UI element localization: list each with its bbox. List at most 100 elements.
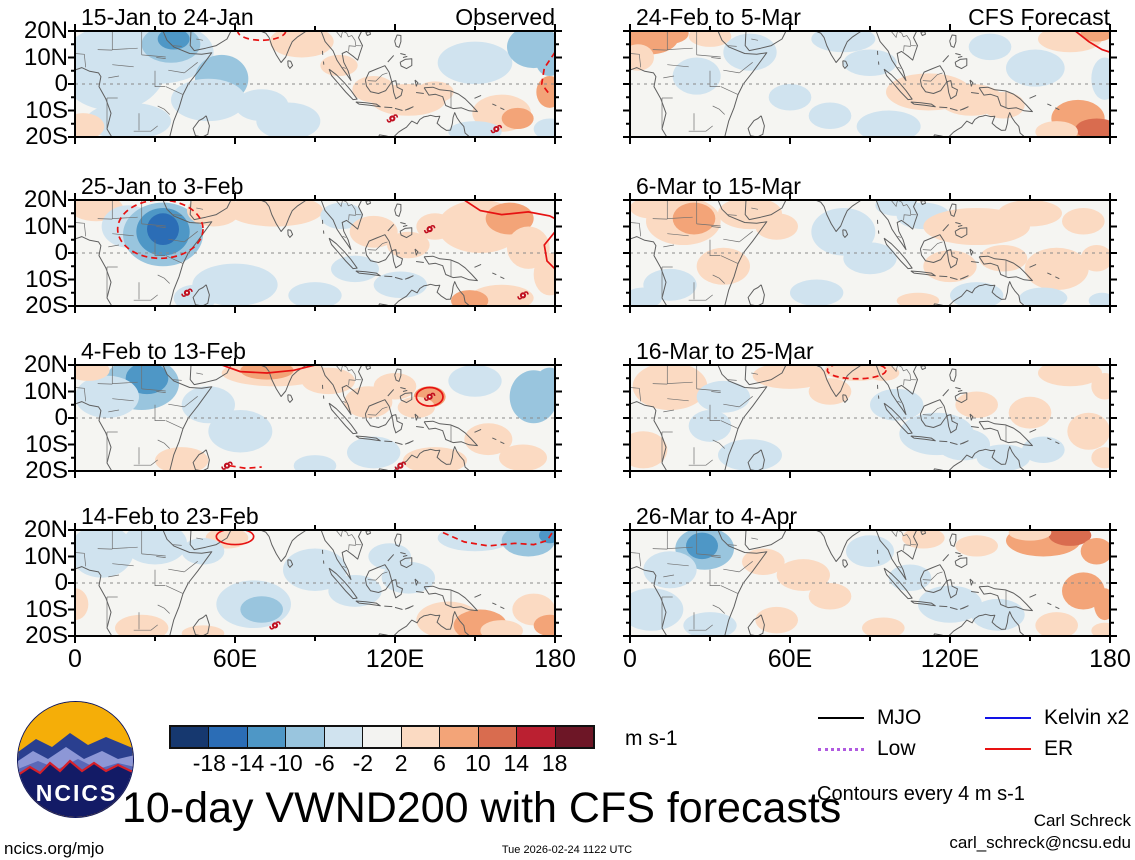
colorbar-cell: [324, 727, 364, 747]
cyclone-icon: [181, 288, 193, 297]
legend-line-swatch: [818, 747, 864, 751]
author-email: carl_schreck@ncsu.edu: [949, 833, 1131, 852]
cyclone-icon: [386, 114, 399, 123]
y-axis-label: 10N: [23, 212, 68, 240]
y-axis-label: 20S: [25, 292, 68, 319]
colorbar-tick-label: 10: [465, 750, 491, 776]
colorbar-cell: [363, 727, 402, 747]
panel-title: 4-Feb to 13-Feb: [81, 338, 246, 364]
site-url: ncics.org/mjo: [4, 839, 105, 858]
y-axis-label: 0: [54, 569, 68, 596]
colorbar: [169, 725, 595, 749]
y-axis-label: 10N: [23, 542, 68, 570]
x-axis-label: 120E: [365, 645, 425, 673]
y-axis-label: 20N: [23, 516, 68, 543]
cyclone-icon: [423, 224, 436, 234]
map-canvas: [623, 523, 1117, 643]
colorbar-tick-label: 6: [433, 750, 446, 776]
colorbar-tick-label: -10: [269, 750, 303, 776]
map-canvas: [68, 523, 562, 643]
author-name: Carl Schreck: [1033, 811, 1131, 830]
y-axis-label: 0: [54, 70, 68, 97]
y-axis-label: 20N: [23, 351, 68, 378]
x-axis-label: 60E: [767, 645, 813, 673]
colorbar-cell: [517, 727, 556, 747]
y-axis-label: 20S: [25, 622, 68, 649]
y-axis-label: 20S: [25, 123, 68, 150]
colorbar-cell: [171, 727, 210, 747]
panel-title: 14-Feb to 23-Feb: [81, 503, 259, 529]
x-axis-label: 180: [1089, 645, 1131, 673]
colorbar-cell: [440, 727, 479, 747]
ncics-logo-text: NCICS: [36, 780, 118, 806]
colorbar-cell: [401, 727, 441, 747]
panel-title: 16-Mar to 25-Mar: [636, 338, 814, 364]
legend-item-er: ER: [985, 737, 1073, 761]
panel-title: 24-Feb to 5-Mar: [636, 4, 801, 30]
x-axis-label: 180: [534, 645, 576, 673]
colorbar-cell: [209, 727, 248, 747]
legend-item-kelvin-x2: Kelvin x2: [985, 706, 1129, 730]
author-credit: Carl Schreck carl_schreck@ncsu.edu: [949, 810, 1131, 854]
legend-label: ER: [1044, 737, 1074, 760]
y-axis-label: 10N: [23, 377, 68, 405]
panel-title: 15-Jan to 24-Jan: [81, 4, 254, 30]
colorbar-tick-label: 18: [541, 750, 568, 776]
ncics-logo: NCICS: [17, 701, 134, 818]
colorbar-tick-label: -18: [192, 750, 226, 776]
y-axis-label: 10S: [25, 96, 68, 124]
timestamp: Tue 2026-02-24 1122 UTC: [501, 844, 633, 856]
colorbar-tick-label: 2: [394, 750, 408, 776]
panel-title: 26-Mar to 4-Apr: [636, 503, 798, 529]
y-axis-label: 0: [54, 239, 68, 266]
panel-title: 6-Mar to 15-Mar: [636, 173, 801, 199]
legend-label: Low: [877, 737, 916, 760]
figure-title: 10-day VWND200 with CFS forecasts: [122, 784, 842, 832]
contour-note: Contours every 4 m s-1: [817, 783, 1025, 805]
y-axis-label: 20N: [23, 17, 68, 44]
colorbar-cell: [286, 727, 325, 747]
map-canvas: [623, 358, 1117, 478]
x-axis-label: 60E: [212, 645, 258, 673]
panel-corner-label: Observed: [455, 4, 555, 30]
colorbar-cell: [478, 727, 518, 747]
y-axis-label: 20S: [25, 457, 68, 484]
y-axis-label: 10S: [25, 595, 68, 623]
panel-title: 25-Jan to 3-Feb: [81, 173, 244, 199]
colorbar-tick-label: -6: [314, 750, 335, 776]
cyclone-icon: [423, 392, 436, 401]
y-axis-label: 10N: [23, 43, 68, 71]
legend-label: MJO: [877, 706, 922, 729]
colorbar-tick-label: 14: [503, 750, 530, 776]
y-axis-label: 20N: [23, 186, 68, 213]
legend-line-swatch: [818, 717, 864, 719]
cyclone-icon: [517, 291, 529, 300]
legend-line-swatch: [985, 748, 1031, 750]
y-axis-label: 0: [54, 404, 68, 431]
map-canvas: [68, 24, 562, 144]
cyclone-icon: [394, 461, 407, 470]
y-axis-label: 10S: [25, 265, 68, 293]
map-canvas: [68, 358, 562, 478]
cyclone-icon: [490, 124, 503, 134]
panel-corner-label: CFS Forecast: [968, 4, 1110, 30]
legend-item-mjo: MJO: [818, 706, 921, 730]
legend-line-swatch: [985, 717, 1031, 719]
map-canvas: [623, 24, 1117, 144]
colorbar-tick-label: -14: [231, 750, 265, 776]
x-axis-label: 120E: [920, 645, 980, 673]
colorbar-units: m s-1: [625, 727, 678, 750]
colorbar-cell: [247, 727, 287, 747]
x-axis-label: 0: [623, 645, 637, 673]
cyclone-icon: [221, 461, 233, 470]
colorbar-tick-label: -2: [352, 750, 374, 776]
legend-label: Kelvin x2: [1044, 706, 1130, 729]
legend-item-low: Low: [818, 737, 916, 761]
map-canvas: [623, 193, 1117, 313]
y-axis-label: 10S: [25, 430, 68, 458]
cyclone-icon: [269, 621, 281, 630]
x-axis-label: 0: [68, 645, 82, 673]
map-canvas: [68, 193, 562, 313]
colorbar-cell: [555, 727, 593, 747]
